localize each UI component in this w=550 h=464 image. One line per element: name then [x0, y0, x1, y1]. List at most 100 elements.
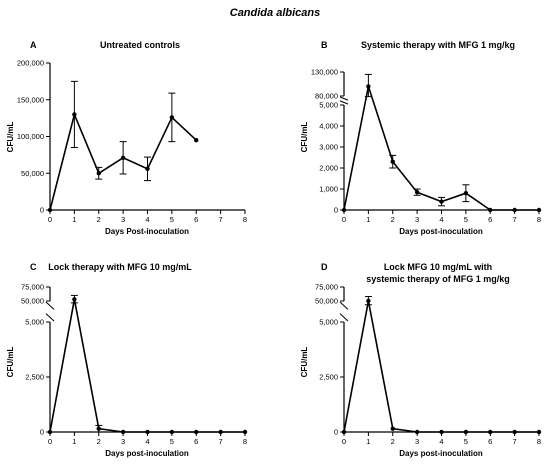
- x-tick-label: 3: [121, 215, 125, 224]
- data-point: [488, 429, 493, 435]
- panel-letter: C: [30, 262, 37, 272]
- data-point: [390, 159, 395, 164]
- data-point: [47, 207, 53, 213]
- x-tick-label: 5: [170, 437, 174, 446]
- y-axis-label: CFU/mL: [6, 347, 15, 378]
- y-tick-label: 150,000: [17, 95, 44, 104]
- axis-break-mark: [339, 313, 349, 322]
- y-tick-label: 2,500: [319, 373, 338, 382]
- data-point: [439, 429, 444, 435]
- x-tick-label: 1: [72, 437, 76, 446]
- x-tick-label: 5: [170, 215, 174, 224]
- y-tick-label: 0: [40, 206, 44, 215]
- series-line: [343, 300, 539, 433]
- y-tick-label: 4,000: [319, 122, 338, 131]
- x-tick-label: 6: [194, 215, 198, 224]
- x-tick-label: 6: [488, 215, 492, 224]
- y-tick-label: 1,000: [319, 185, 338, 194]
- x-tick-label: 8: [243, 215, 247, 224]
- chart-panel-d: D Lock MFG 10 mg/mL with systemic therapy …: [300, 262, 542, 458]
- chart-panel-b: B Systemic therapy with MFG 1 mg/kg Days p…: [300, 40, 542, 236]
- axis-break-mark: [45, 313, 55, 322]
- figure-title: Candida albicans: [230, 7, 320, 19]
- chart-panel-a: A Untreated controls Days Post-inoculation…: [6, 40, 247, 236]
- data-point: [536, 429, 542, 435]
- y-tick-label: 3,000: [319, 143, 338, 152]
- data-point: [96, 171, 101, 176]
- x-tick-label: 4: [439, 215, 443, 224]
- x-tick-label: 6: [488, 437, 492, 446]
- panel-letter: D: [321, 262, 328, 272]
- x-tick-label: 0: [342, 215, 346, 224]
- y-axis-label: CFU/mL: [300, 122, 309, 153]
- data-point: [72, 112, 77, 117]
- y-tick-label: 0: [40, 428, 44, 437]
- x-tick-label: 3: [415, 215, 419, 224]
- data-point: [120, 155, 126, 161]
- y-tick-label: 5,000: [319, 101, 338, 110]
- series-line: [343, 83, 539, 211]
- axis-break-mark: [339, 100, 349, 105]
- y-tick-label: 80,000: [315, 92, 338, 101]
- panel-title: Untreated controls: [100, 40, 180, 50]
- x-tick-label: 8: [537, 437, 541, 446]
- data-point: [218, 429, 223, 435]
- y-tick-label: 50,000: [21, 297, 44, 306]
- panel-title: Lock therapy with MFG 10 mg/mL: [48, 262, 192, 272]
- axis-break-mark: [339, 301, 349, 310]
- panel-letter: A: [30, 40, 37, 50]
- series-line: [49, 299, 245, 433]
- data-point: [194, 429, 199, 435]
- y-tick-label: 200,000: [17, 59, 44, 68]
- y-tick-label: 130,000: [311, 68, 338, 77]
- x-axis-label: Days post-inoculation: [399, 227, 483, 236]
- axis-break-mark: [339, 96, 349, 101]
- data-point: [414, 189, 420, 195]
- x-tick-label: 0: [48, 215, 52, 224]
- x-tick-label: 4: [145, 437, 149, 446]
- data-point: [120, 429, 126, 435]
- data-point: [536, 207, 542, 213]
- panels: A Untreated controls Days Post-inoculation…: [6, 40, 542, 458]
- y-tick-label: 5,000: [25, 318, 44, 327]
- x-tick-label: 4: [145, 215, 149, 224]
- y-axis-label: CFU/mL: [300, 347, 309, 378]
- y-tick-label: 0: [334, 428, 338, 437]
- x-tick-label: 7: [219, 437, 223, 446]
- data-point: [390, 426, 395, 431]
- data-point: [145, 429, 150, 435]
- data-point: [341, 429, 347, 435]
- x-tick-label: 2: [97, 215, 101, 224]
- panel-title: Systemic therapy with MFG 1 mg/kg: [361, 40, 515, 50]
- y-tick-label: 5,000: [319, 318, 338, 327]
- data-point: [47, 429, 53, 435]
- data-point: [512, 207, 517, 213]
- data-point: [366, 298, 371, 304]
- x-tick-label: 1: [366, 215, 370, 224]
- y-tick-label: 50,000: [21, 169, 44, 178]
- panel-letter: B: [321, 40, 328, 50]
- x-tick-label: 1: [366, 437, 370, 446]
- data-point: [488, 207, 493, 213]
- x-tick-label: 1: [72, 215, 76, 224]
- data-point: [242, 429, 248, 435]
- axis-break-mark: [45, 301, 55, 310]
- y-tick-label: 100,000: [17, 132, 44, 141]
- x-axis-label: Days post-inoculation: [399, 449, 483, 458]
- data-point: [414, 429, 420, 435]
- x-tick-label: 7: [219, 215, 223, 224]
- panel-title-line2: systemic therapy of MFG 1 mg/kg: [366, 274, 510, 284]
- x-tick-label: 0: [342, 437, 346, 446]
- data-point: [169, 115, 175, 120]
- y-axis-label: CFU/mL: [6, 122, 15, 153]
- data-point: [463, 191, 469, 196]
- data-point: [72, 297, 77, 302]
- x-tick-label: 2: [391, 437, 395, 446]
- x-tick-label: 5: [464, 215, 468, 224]
- data-point: [463, 429, 469, 435]
- x-tick-label: 0: [48, 437, 52, 446]
- data-point: [439, 199, 444, 204]
- y-tick-label: 75,000: [315, 283, 338, 292]
- x-axis-label: Days post-inoculation: [105, 449, 189, 458]
